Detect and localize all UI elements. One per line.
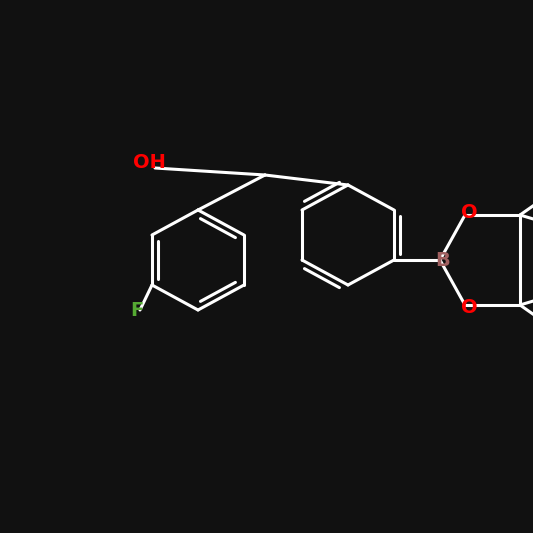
Text: B: B — [435, 251, 450, 270]
Text: OH: OH — [133, 153, 166, 172]
Text: O: O — [461, 298, 478, 317]
Text: F: F — [131, 301, 144, 319]
Text: O: O — [461, 203, 478, 222]
